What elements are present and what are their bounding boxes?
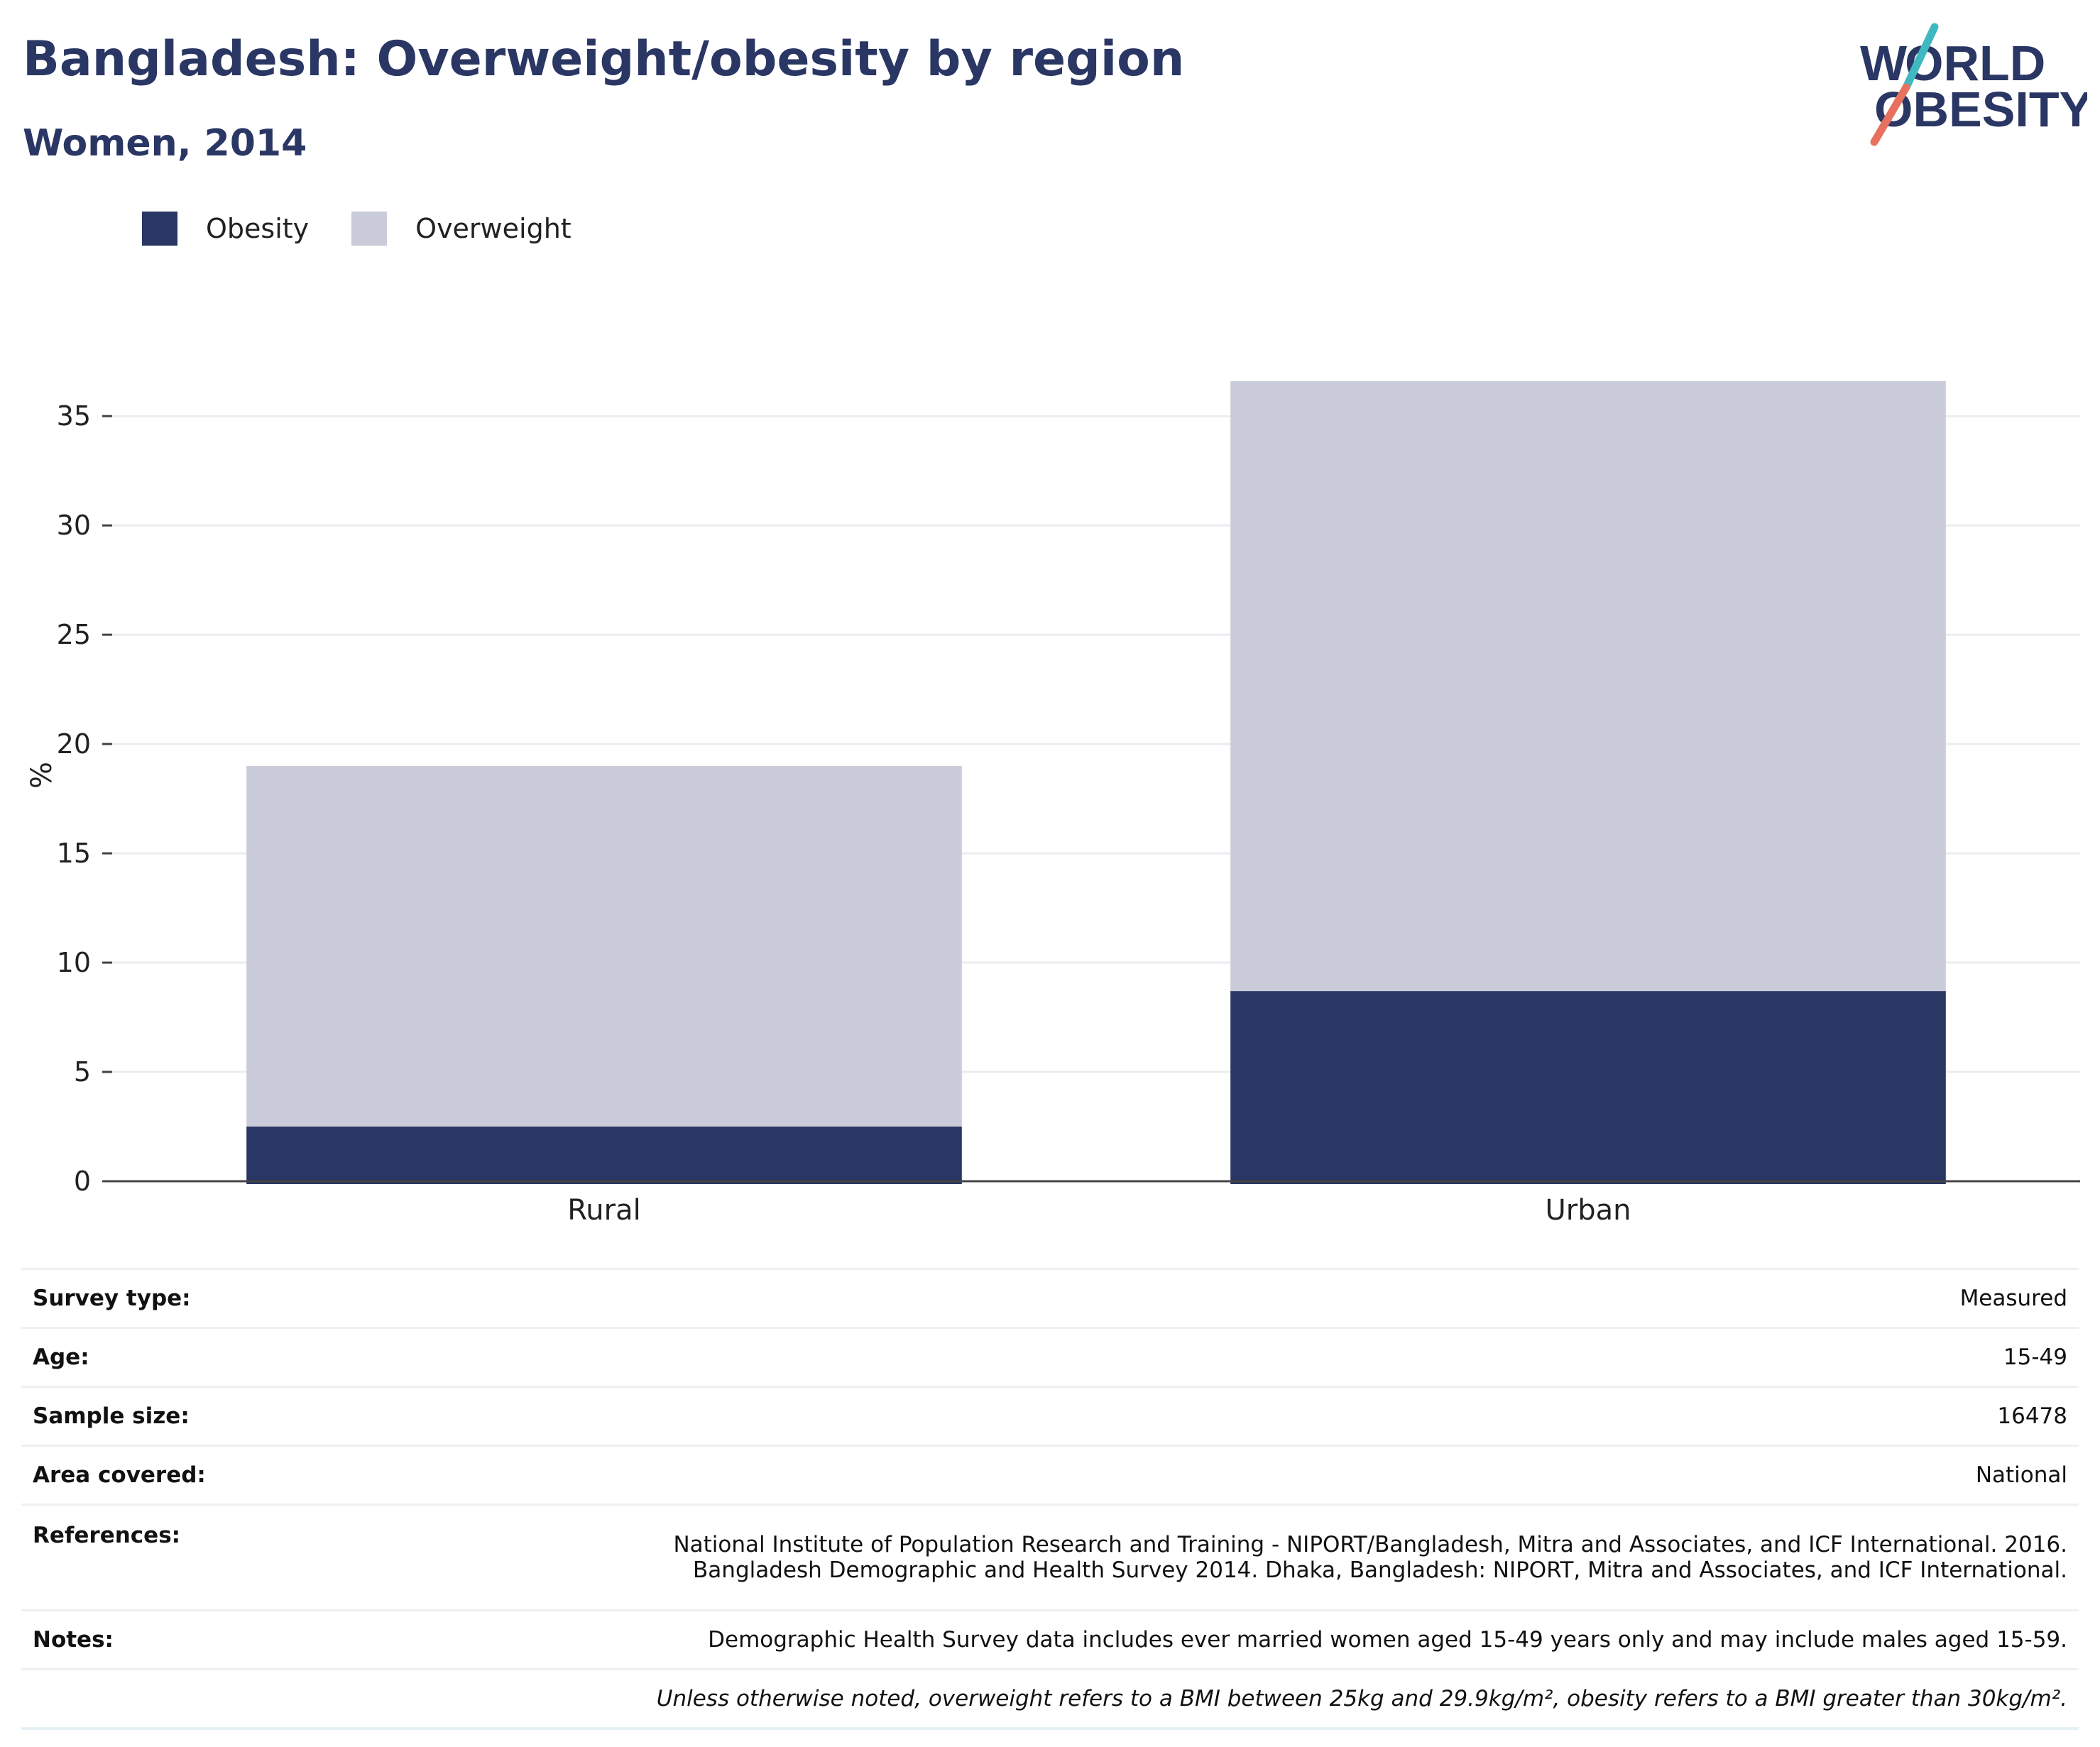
info-key: Notes: bbox=[21, 1609, 300, 1670]
legend-label-obesity: Obesity bbox=[206, 213, 310, 244]
y-tick-label: 10 bbox=[57, 947, 91, 978]
svg-text:OBESITY: OBESITY bbox=[1874, 82, 2087, 137]
page-subtitle: Women, 2014 bbox=[23, 122, 307, 165]
info-value: Demographic Health Survey data includes … bbox=[300, 1609, 2079, 1670]
legend-swatch-obesity bbox=[142, 212, 177, 246]
bar-obesity-rural bbox=[246, 1127, 962, 1184]
footnote: Unless otherwise noted, overweight refer… bbox=[300, 1668, 2079, 1730]
info-row-sample-size: Sample size: 16478 bbox=[21, 1386, 2079, 1446]
y-axis-label: % bbox=[26, 762, 58, 789]
stacked-bar-chart: 0 5 10 15 20 25 30 35 Rural Urban% bbox=[26, 380, 2080, 1227]
bar-overweight-urban bbox=[1230, 380, 1946, 992]
info-value: 16478 bbox=[300, 1386, 2079, 1446]
chart-legend: Obesity Overweight bbox=[142, 210, 614, 247]
world-obesity-logo: W ORLD OBESITY bbox=[1860, 23, 2087, 146]
legend-item-obesity[interactable]: Obesity bbox=[142, 212, 309, 246]
info-value: 15-49 bbox=[300, 1327, 2079, 1387]
x-tick-label: Rural bbox=[567, 1194, 640, 1227]
info-row-footnote: Unless otherwise noted, overweight refer… bbox=[21, 1668, 2079, 1730]
survey-info-table: Survey type: Measured Age: 15-49 Sample … bbox=[21, 1268, 2079, 1730]
legend-swatch-overweight bbox=[351, 212, 388, 246]
info-key: References: bbox=[21, 1504, 300, 1611]
legend-item-overweight[interactable]: Overweight bbox=[351, 212, 572, 246]
y-tick-label: 0 bbox=[74, 1166, 91, 1197]
bar-obesity-urban bbox=[1230, 991, 1946, 1184]
info-value: National Institute of Population Researc… bbox=[300, 1504, 2079, 1611]
info-key: Survey type: bbox=[21, 1268, 300, 1328]
info-key: Age: bbox=[21, 1327, 300, 1387]
bar-overweight-rural bbox=[246, 765, 962, 1127]
info-key: Area covered: bbox=[21, 1445, 300, 1505]
y-tick-label: 30 bbox=[57, 510, 91, 541]
y-tick-label: 15 bbox=[57, 838, 91, 869]
info-row-area-covered: Area covered: National bbox=[21, 1445, 2079, 1505]
info-row-survey-type: Survey type: Measured bbox=[21, 1268, 2079, 1328]
info-row-age: Age: 15-49 bbox=[21, 1327, 2079, 1387]
page-title: Bangladesh: Overweight/obesity by region bbox=[23, 31, 1185, 87]
x-tick-label: Urban bbox=[1546, 1194, 1631, 1227]
y-tick-label: 35 bbox=[57, 400, 91, 432]
y-tick-label: 5 bbox=[74, 1056, 91, 1088]
info-value: National bbox=[300, 1445, 2079, 1505]
info-key: Sample size: bbox=[21, 1386, 300, 1446]
info-row-notes: Notes: Demographic Health Survey data in… bbox=[21, 1609, 2079, 1670]
y-tick-label: 25 bbox=[57, 619, 91, 650]
y-tick-label: 20 bbox=[57, 728, 91, 760]
reference-line-2: Bangladesh Demographic and Health Survey… bbox=[693, 1557, 2067, 1583]
svg-text:W: W bbox=[1860, 35, 1907, 91]
info-row-references: References: National Institute of Popula… bbox=[21, 1504, 2079, 1611]
legend-label-overweight: Overweight bbox=[415, 213, 572, 244]
reference-line-1: National Institute of Population Researc… bbox=[673, 1532, 2067, 1557]
info-value: Measured bbox=[300, 1268, 2079, 1328]
info-key-empty bbox=[21, 1668, 300, 1730]
